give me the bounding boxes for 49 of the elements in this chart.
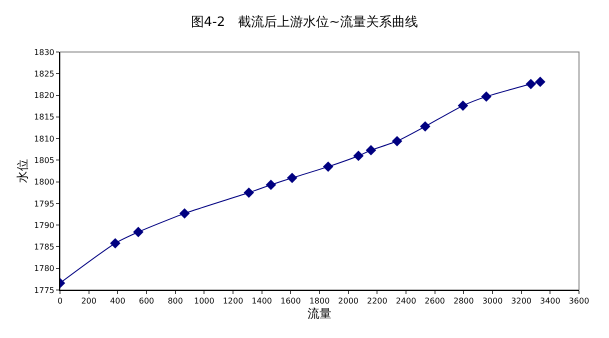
x-tick-label: 1400	[252, 296, 272, 306]
point	[179, 208, 190, 219]
x-tick-label: 800	[168, 296, 183, 306]
y-tick-label: 1800	[34, 178, 54, 187]
y-tick-label: 1780	[34, 264, 54, 274]
y-axis-title: 水位	[15, 159, 30, 183]
y-tick-label: 1790	[34, 220, 54, 230]
y-tick-label: 1815	[34, 112, 54, 122]
y-tick-label: 1805	[34, 156, 54, 165]
point	[353, 150, 364, 162]
point	[458, 100, 468, 111]
y-tick-label: 1785	[34, 242, 54, 252]
x-tick-label: 400	[110, 296, 126, 306]
x-tick-label: 2000	[338, 296, 359, 306]
point	[526, 78, 536, 90]
x-tick-label: 1200	[222, 296, 244, 306]
x-axis-title: 流量	[308, 306, 332, 320]
point	[481, 91, 492, 102]
point	[392, 136, 402, 146]
point	[133, 226, 144, 238]
point	[366, 145, 376, 156]
point	[286, 172, 298, 184]
x-tick-label: 3600	[568, 296, 590, 306]
y-tick-label: 1775	[34, 286, 54, 295]
x-tick-label: 1800	[309, 296, 330, 306]
y-tick-label: 1810	[34, 134, 54, 144]
y-tick-label: 1820	[34, 91, 54, 100]
x-tick-label: 1000	[194, 296, 214, 306]
point	[322, 161, 334, 172]
point	[535, 76, 546, 88]
x-tick-label: 2400	[396, 296, 416, 306]
x-tick-label: 600	[138, 296, 154, 306]
x-tick-label: 3000	[482, 296, 503, 306]
y-tick-label: 1795	[34, 199, 54, 208]
y-tick-label: 1830	[34, 48, 54, 57]
y-tick-label: 1825	[34, 69, 54, 78]
point	[266, 180, 276, 190]
x-tick-label: 3400	[540, 296, 560, 306]
chart-title: 图4-2 截流后上游水位~流量关系曲线	[190, 14, 418, 30]
point	[420, 121, 430, 132]
x-tick-label: 2600	[424, 296, 446, 306]
x-tick-label: 3200	[511, 296, 532, 306]
point	[110, 238, 120, 248]
x-tick-label: 0	[57, 296, 63, 306]
point	[244, 187, 254, 198]
x-tick-label: 2800	[453, 296, 474, 306]
x-tick-label: 1600	[280, 296, 301, 306]
x-tick-label: 2200	[366, 296, 388, 306]
x-tick-label: 200	[81, 296, 96, 306]
